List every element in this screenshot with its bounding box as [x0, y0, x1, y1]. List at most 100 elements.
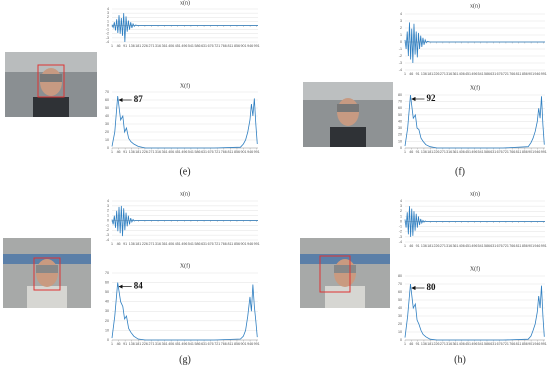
x-tick-label: 1: [111, 242, 113, 246]
x-tick-label: 766: [221, 342, 227, 346]
x-tick-label: 451: [465, 72, 471, 76]
x-tick-label: 271: [148, 150, 154, 154]
x-tick-label: 46: [409, 244, 413, 248]
x-tick-label: 46: [409, 72, 413, 76]
x-tick-label: 856: [522, 150, 528, 154]
x-tick-label: 991: [254, 150, 260, 154]
x-tick-label: 271: [440, 150, 446, 154]
x-tick-label: 991: [541, 72, 547, 76]
x-tick-label: 271: [148, 342, 154, 346]
x-tick-label: 316: [446, 150, 452, 154]
x-tick-label: 136: [421, 342, 427, 346]
x-tick-label: 1: [404, 244, 406, 248]
x-tick-label: 631: [490, 342, 496, 346]
x-tick-label: 496: [181, 44, 187, 48]
chart-title: x(n): [470, 2, 480, 9]
x-tick-label: 496: [181, 242, 187, 246]
x-tick-label: 226: [142, 242, 148, 246]
x-tick-label: 1: [404, 150, 406, 154]
x-tick-label: 766: [509, 342, 515, 346]
y-tick-label: 2: [400, 209, 402, 213]
x-tick-label: 811: [228, 44, 234, 48]
x-tick-label: 496: [181, 342, 187, 346]
x-tick-label: 271: [440, 244, 446, 248]
x-tick-label: 136: [129, 342, 135, 346]
x-tick-label: 496: [471, 244, 477, 248]
x-tick-label: 811: [228, 150, 234, 154]
x-tick-label: 91: [123, 44, 127, 48]
x-tick-label: 406: [459, 150, 465, 154]
x-tick-label: 541: [478, 244, 484, 248]
x-tick-label: 721: [214, 342, 220, 346]
y-tick-label: -2: [106, 32, 109, 36]
x-tick-label: 856: [234, 44, 240, 48]
x-tick-label: 316: [446, 72, 452, 76]
x-tick-label: 631: [490, 72, 496, 76]
x-tick-label: 136: [421, 150, 427, 154]
x-tick-label: 901: [528, 72, 534, 76]
y-tick-label: 10: [105, 328, 109, 332]
photo: [300, 238, 390, 308]
x-tick-label: 136: [129, 44, 135, 48]
y-tick-label: 0: [400, 40, 402, 44]
x-tick-label: 856: [522, 72, 528, 76]
x-tick-label: 811: [228, 342, 234, 346]
y-tick-label: 60: [105, 281, 109, 285]
y-tick-label: 30: [105, 122, 109, 126]
x-tick-label: 406: [459, 244, 465, 248]
x-tick-label: 136: [129, 150, 135, 154]
x-tick-label: 46: [409, 150, 413, 154]
x-tick-label: 541: [478, 342, 484, 346]
y-tick-label: 1: [400, 214, 402, 218]
y-tick-label: 40: [105, 300, 109, 304]
annotation: 92: [426, 93, 436, 103]
x-tick-label: 541: [478, 72, 484, 76]
x-tick-label: 946: [534, 244, 540, 248]
y-tick-label: -1: [399, 47, 402, 51]
y-tick-label: 40: [398, 306, 402, 310]
y-tick-label: -2: [399, 230, 402, 234]
x-tick-label: 226: [142, 342, 148, 346]
y-tick-label: 4: [400, 199, 402, 203]
y-tick-label: 70: [105, 271, 109, 275]
x-tick-label: 721: [214, 242, 220, 246]
x-tick-label: 766: [221, 44, 227, 48]
x-tick-label: 496: [471, 150, 477, 154]
x-tick-label: 811: [516, 150, 522, 154]
x-tick-label: 181: [135, 242, 141, 246]
y-tick-label: -2: [106, 228, 109, 232]
y-tick-label: 4: [107, 7, 109, 11]
y-tick-label: 3: [107, 204, 109, 208]
x-tick-label: 676: [497, 244, 503, 248]
x-tick-label: 901: [241, 342, 247, 346]
x-tick-label: 136: [129, 242, 135, 246]
y-tick-label: 30: [398, 126, 402, 130]
x-tick-label: 91: [123, 342, 127, 346]
x-tick-label: 901: [241, 150, 247, 154]
y-tick-label: 40: [398, 119, 402, 123]
x-tick-label: 271: [148, 242, 154, 246]
x-tick-label: 811: [516, 72, 522, 76]
x-tick-label: 946: [247, 150, 253, 154]
x-tick-label: 91: [123, 242, 127, 246]
x-tick-label: 766: [221, 150, 227, 154]
x-tick-label: 676: [497, 72, 503, 76]
x-tick-label: 631: [490, 244, 496, 248]
y-tick-label: 50: [105, 290, 109, 294]
x-tick-label: 496: [471, 342, 477, 346]
photo: [303, 82, 393, 147]
signal-line: [404, 22, 545, 64]
y-tick-label: 2: [107, 15, 109, 19]
x-tick-label: 766: [509, 72, 515, 76]
x-tick-label: 46: [117, 342, 121, 346]
x-tick-label: 316: [155, 150, 161, 154]
x-tick-label: 766: [221, 242, 227, 246]
y-tick-label: 80: [398, 274, 402, 278]
x-tick-label: 946: [247, 242, 253, 246]
panel-label: (f): [455, 166, 465, 177]
x-tick-label: 406: [168, 242, 174, 246]
y-tick-label: -3: [106, 233, 109, 237]
y-tick-label: 0: [107, 218, 109, 222]
x-tick-label: 676: [208, 242, 214, 246]
x-tick-label: 946: [534, 342, 540, 346]
